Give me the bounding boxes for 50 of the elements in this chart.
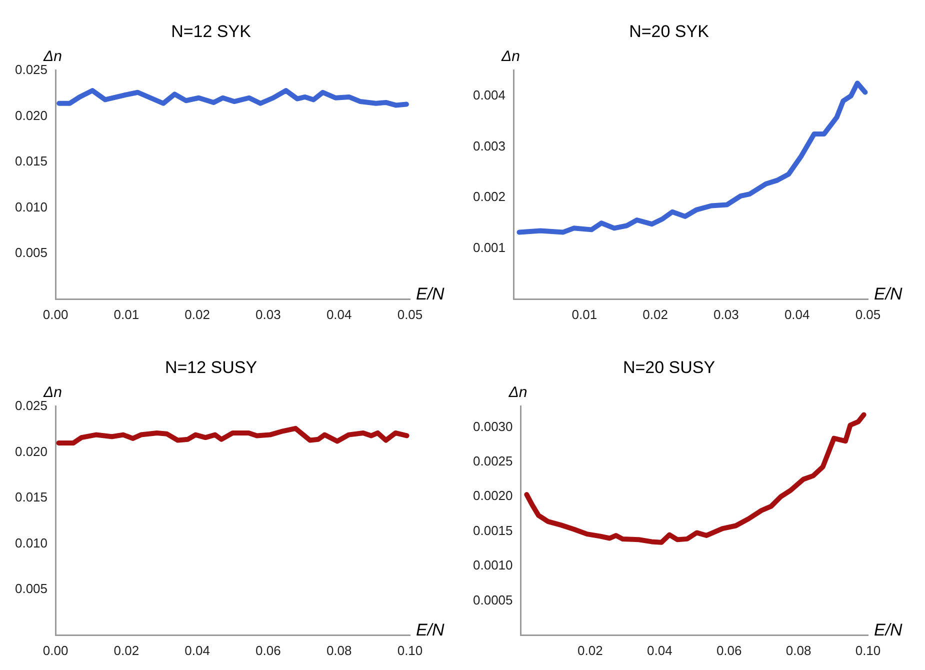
x-tick-label: 0.01 [572,306,598,322]
x-tick-label: 0.04 [784,306,810,322]
x-tick-label: 0.01 [114,306,140,322]
x-tick-label: 0.02 [642,306,668,322]
x-tick-label: 0.03 [256,306,281,322]
x-axis-title: E/N [874,284,904,304]
x-tick-label: 0.00 [42,306,68,322]
y-tick-label: 0.0015 [472,522,513,538]
x-tick-label: 0.04 [647,642,672,658]
x-tick-label: 0.06 [716,642,742,658]
x-tick-label: 0.08 [786,642,812,658]
y-tick-label: 0.001 [472,240,506,256]
y-tick-label: 0.002 [472,189,506,204]
y-tick-label: 0.0005 [472,592,513,608]
y-tick-label: 0.010 [14,535,48,550]
x-tick-label: 0.05 [855,306,881,322]
y-tick-label: 0.004 [472,87,506,102]
x-tick-label: 0.02 [184,306,210,322]
x-tick-label: 0.02 [114,642,140,658]
chart-title: N=20 SUSY [622,358,716,377]
y-tick-label: 0.0030 [472,418,513,434]
x-tick-label: 0.04 [184,642,210,658]
x-tick-label: 0.08 [326,642,352,658]
x-tick-label: 0.10 [397,642,423,658]
x-tick-label: 0.10 [855,642,881,658]
x-tick-label: 0.00 [42,642,68,658]
x-tick-label: 0.06 [256,642,281,658]
y-tick-label: 0.020 [14,444,48,459]
y-tick-label: 0.005 [14,245,48,260]
y-axis-title: Δn [500,48,520,66]
x-axis-title: E/N [874,620,904,640]
y-tick-label: 0.020 [14,108,48,123]
chart-title: N=12 SYK [171,22,252,41]
x-axis-title: E/N [416,620,446,640]
y-axis-title: Δn [508,384,528,402]
x-tick-label: 0.03 [714,306,739,322]
x-tick-label: 0.02 [578,642,603,658]
y-tick-label: 0.0020 [472,488,513,504]
x-tick-label: 0.04 [326,306,352,322]
chart-title: N=12 SUSY [164,358,258,377]
y-tick-label: 0.010 [14,199,48,214]
chart-title: N=20 SYK [629,22,710,41]
y-tick-label: 0.0025 [472,453,513,468]
y-tick-label: 0.015 [14,490,48,505]
x-axis-title: E/N [416,284,446,304]
y-tick-label: 0.0010 [472,558,513,573]
x-tick-label: 0.05 [397,306,423,322]
y-tick-label: 0.015 [14,154,48,169]
y-tick-label: 0.005 [14,581,48,596]
y-tick-label: 0.003 [472,138,506,154]
